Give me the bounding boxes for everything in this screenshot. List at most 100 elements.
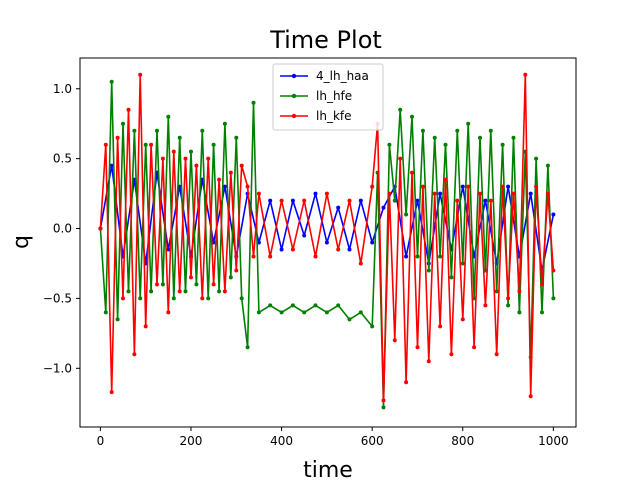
data-point-lh_kfe [251,254,256,259]
data-point-4_lh_haa [290,198,295,203]
data-point-lh_kfe [109,390,114,395]
data-point-lh_hfe [251,100,256,105]
data-point-lh_kfe [483,303,488,308]
data-point-4_lh_haa [347,247,352,252]
data-point-lh_kfe [511,191,516,196]
data-point-4_lh_haa [506,184,511,189]
series-lh_hfe [98,79,556,410]
data-point-lh_hfe [420,128,425,133]
data-point-lh_hfe [410,114,414,119]
data-point-lh_kfe [455,198,460,203]
data-point-lh_hfe [268,303,273,308]
data-point-lh_hfe [228,275,233,280]
legend-swatch-marker [291,73,297,79]
data-point-lh_kfe [183,156,188,161]
data-point-lh_hfe [138,296,143,301]
data-point-4_lh_haa [483,198,488,203]
data-point-lh_kfe [103,142,108,147]
data-point-lh_hfe [466,121,471,126]
x-axis-ticks: 0 200 400 600 800 1000 [97,427,569,448]
data-point-4_lh_haa [279,247,284,252]
data-point-lh_hfe [206,296,211,301]
data-point-lh_hfe [455,128,460,133]
y-tick-label: −1.0 [43,361,72,375]
data-point-lh_hfe [109,79,114,84]
data-point-lh_kfe [370,184,375,189]
data-point-lh_kfe [392,338,397,343]
data-point-lh_kfe [336,247,341,252]
data-point-lh_kfe [466,184,471,189]
data-point-lh_hfe [194,282,199,287]
data-point-lh_kfe [410,170,414,175]
data-point-lh_hfe [438,254,443,259]
data-point-lh_hfe [160,282,165,287]
data-point-lh_kfe [398,156,403,161]
plot-area: 0 200 400 600 800 1000 −1.0 −0.5 0.0 0.5 1.0 [43,57,577,448]
data-point-lh_hfe [115,317,120,322]
data-point-lh_hfe [551,296,556,301]
data-point-lh_kfe [534,184,539,189]
legend: 4_lh_haa lh_hfe lh_kfe [272,63,384,131]
data-point-lh_hfe [392,198,397,203]
data-point-lh_kfe [324,191,329,196]
data-point-lh_hfe [143,142,148,147]
data-point-lh_hfe [189,149,193,154]
data-point-lh_hfe [500,142,505,147]
data-point-lh_hfe [511,135,516,140]
data-point-lh_hfe [149,289,154,294]
data-point-4_lh_haa [302,233,307,238]
data-point-lh_kfe [449,352,454,357]
data-point-lh_hfe [370,324,375,329]
legend-swatch-marker [291,93,297,99]
y-tick-label: −0.5 [43,291,72,305]
data-point-lh_kfe [506,296,511,301]
data-point-lh_hfe [381,405,386,410]
legend-swatch-marker [291,113,297,119]
x-axis-label: time [303,458,353,480]
x-tick-label: 200 [180,434,203,448]
data-point-lh_kfe [290,247,295,252]
data-point-lh_kfe [415,345,420,350]
data-point-4_lh_haa [528,191,533,196]
data-point-lh_kfe [189,275,193,280]
data-point-lh_hfe [488,128,493,133]
data-point-lh_kfe [494,352,499,357]
legend-box [272,63,384,131]
data-point-4_lh_haa [460,184,465,189]
data-point-lh_kfe [551,268,556,273]
data-point-4_lh_haa [336,205,341,210]
data-point-lh_hfe [415,254,420,259]
data-point-4_lh_haa [381,205,386,210]
data-point-4_lh_haa [438,191,443,196]
data-point-4_lh_haa [404,254,409,259]
data-point-lh_kfe [115,135,120,140]
data-point-lh_hfe [449,275,454,280]
data-point-lh_kfe [387,191,392,196]
data-point-lh_kfe [420,184,425,189]
y-tick-label: 0.5 [53,152,72,166]
data-point-4_lh_haa [222,184,227,189]
data-point-4_lh_haa [370,240,375,245]
series-lh_kfe [98,72,556,403]
data-point-lh_kfe [517,289,522,294]
data-point-lh_kfe [443,177,448,182]
data-point-lh_kfe [302,198,307,203]
data-point-4_lh_haa [324,240,329,245]
data-point-lh_kfe [245,184,250,189]
data-point-lh_kfe [268,254,273,259]
data-point-lh_hfe [171,296,176,301]
data-point-4_lh_haa [313,191,318,196]
x-tick-label: 800 [451,434,474,448]
data-point-4_lh_haa [415,198,420,203]
data-point-lh_hfe [103,310,108,315]
y-tick-label: 1.0 [53,82,72,96]
data-point-lh_kfe [149,142,154,147]
data-point-lh_kfe [138,72,143,77]
data-point-lh_hfe [279,310,284,315]
data-point-lh_hfe [256,310,261,315]
data-point-lh_kfe [381,398,386,403]
data-point-lh_hfe [155,128,159,133]
data-point-lh_kfe [194,163,199,168]
data-point-lh_kfe [478,191,482,196]
